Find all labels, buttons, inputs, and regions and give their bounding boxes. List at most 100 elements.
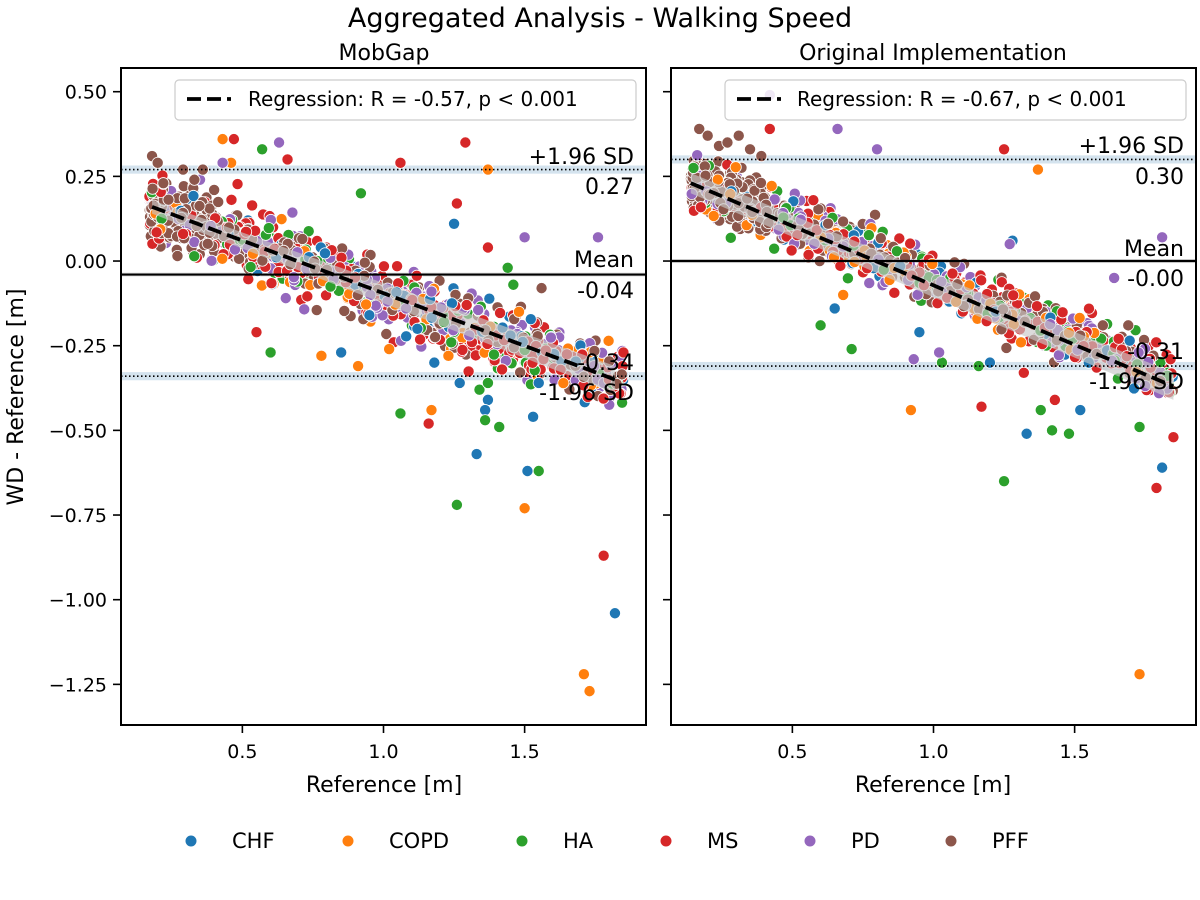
data-point-pd [518,231,531,244]
scatter-point [1082,302,1095,315]
scatter-point [1073,311,1086,324]
scatter-point [193,199,206,212]
data-point-pd [933,346,946,359]
data-point-chf [479,404,492,417]
scatter-point [1030,300,1043,313]
data-point-ms [1167,431,1180,444]
x-tick-label: 1.5 [1060,741,1090,763]
data-point-copd [583,685,596,698]
scatter-point [707,209,720,222]
scatter-point [975,274,988,287]
scatter-point [338,304,351,317]
legend-item-pff: PFF [944,829,1029,853]
regression-legend-box [174,79,637,121]
x-tick-label: 1.0 [918,741,948,763]
scatter-point [995,276,1008,289]
data-point-ms [227,133,240,146]
series-ha [256,143,545,511]
scatter-point [301,290,314,303]
data-point-pd [592,231,605,244]
scatter-point [429,331,442,344]
x-tick-label: 1.0 [368,741,398,763]
panel-original-implementation: 0.5 1.0 1.5 Original Implementation Referen… [663,41,1197,798]
x-tick-label: 0.5 [777,741,807,763]
x-tick-label: 1.5 [510,741,540,763]
scatter-point [904,237,917,250]
scatter-point [456,343,469,356]
scatter-point [888,286,901,299]
scatter-point [1029,290,1042,303]
data-point-chf [1020,427,1033,440]
scatter-point [1112,332,1125,345]
scatter-point [150,226,163,239]
lower-loa-value-original: -0.31 [1127,340,1184,365]
data-point-ha [532,465,545,478]
data-point-ms [177,227,190,240]
legend-label-pd: PD [851,829,880,853]
y-tick-label: −0.50 [49,420,107,442]
scatter-point [262,222,275,235]
data-point-copd [837,288,850,301]
scatter-point [588,344,601,357]
legend-label-copd: COPD [389,829,449,853]
scatter-point [724,231,737,244]
data-point-pd [831,122,844,135]
legend-label-chf: CHF [232,829,275,853]
lower-loa-label-original: -1.96 SD [1089,370,1184,395]
scatter-point [201,237,214,250]
regression-legend-label-original: Regression: R = -0.67, p < 0.001 [797,87,1127,111]
scatter-point [948,256,961,269]
data-point-pff [721,136,734,149]
scatter-point [524,313,537,326]
data-point-pff [1122,319,1135,332]
y-tick-label: 0.00 [65,251,107,273]
legend-label-ha: HA [563,829,594,853]
data-point-ms [394,156,407,169]
upper-loa-band [671,155,1196,164]
data-point-chf [913,326,926,339]
data-point-ha [256,143,269,156]
scatter-point [279,292,292,305]
data-point-pff [755,150,768,163]
mean-value-original: -0.00 [1127,267,1184,292]
data-point-ms [459,136,472,149]
scatter-point [319,247,332,260]
data-point-chf [453,376,466,389]
scatter-point [1132,346,1145,359]
scatter-point [414,333,427,346]
scatter-point [862,229,875,242]
legend-item-pd: PD [803,829,880,853]
data-point-ha [845,343,858,356]
data-point-copd [1015,336,1028,349]
data-point-ms [250,326,263,339]
scatter-point [310,304,323,317]
scatter-point [802,248,815,261]
scatter-point [287,271,300,284]
series-ms [763,122,1180,494]
data-point-chf [828,302,841,315]
data-point-pff [744,143,757,156]
scatter-point [1000,341,1013,354]
scatter-point [146,182,159,195]
data-point-ha [493,420,506,433]
scatter-point [400,330,413,343]
regression-legend-box [724,79,1187,121]
data-point-ms [450,197,463,210]
scatter-point [246,199,259,212]
data-point-pff [188,173,201,186]
y-tick-label: −0.75 [49,505,107,527]
scatter-point [1056,306,1069,319]
data-point-ha [507,278,520,291]
scatter-point [768,242,781,255]
scatter-point [581,390,594,403]
scatter-point [748,184,761,197]
data-point-ms [1164,353,1177,366]
data-point-ms [1017,366,1030,379]
scatter-point [358,256,371,269]
data-point-ha [473,383,486,396]
data-point-pd [1156,231,1169,244]
scatter-point [544,331,557,344]
scatter-point [837,215,850,228]
scatter-point [494,306,507,319]
scatter-point [946,267,959,280]
